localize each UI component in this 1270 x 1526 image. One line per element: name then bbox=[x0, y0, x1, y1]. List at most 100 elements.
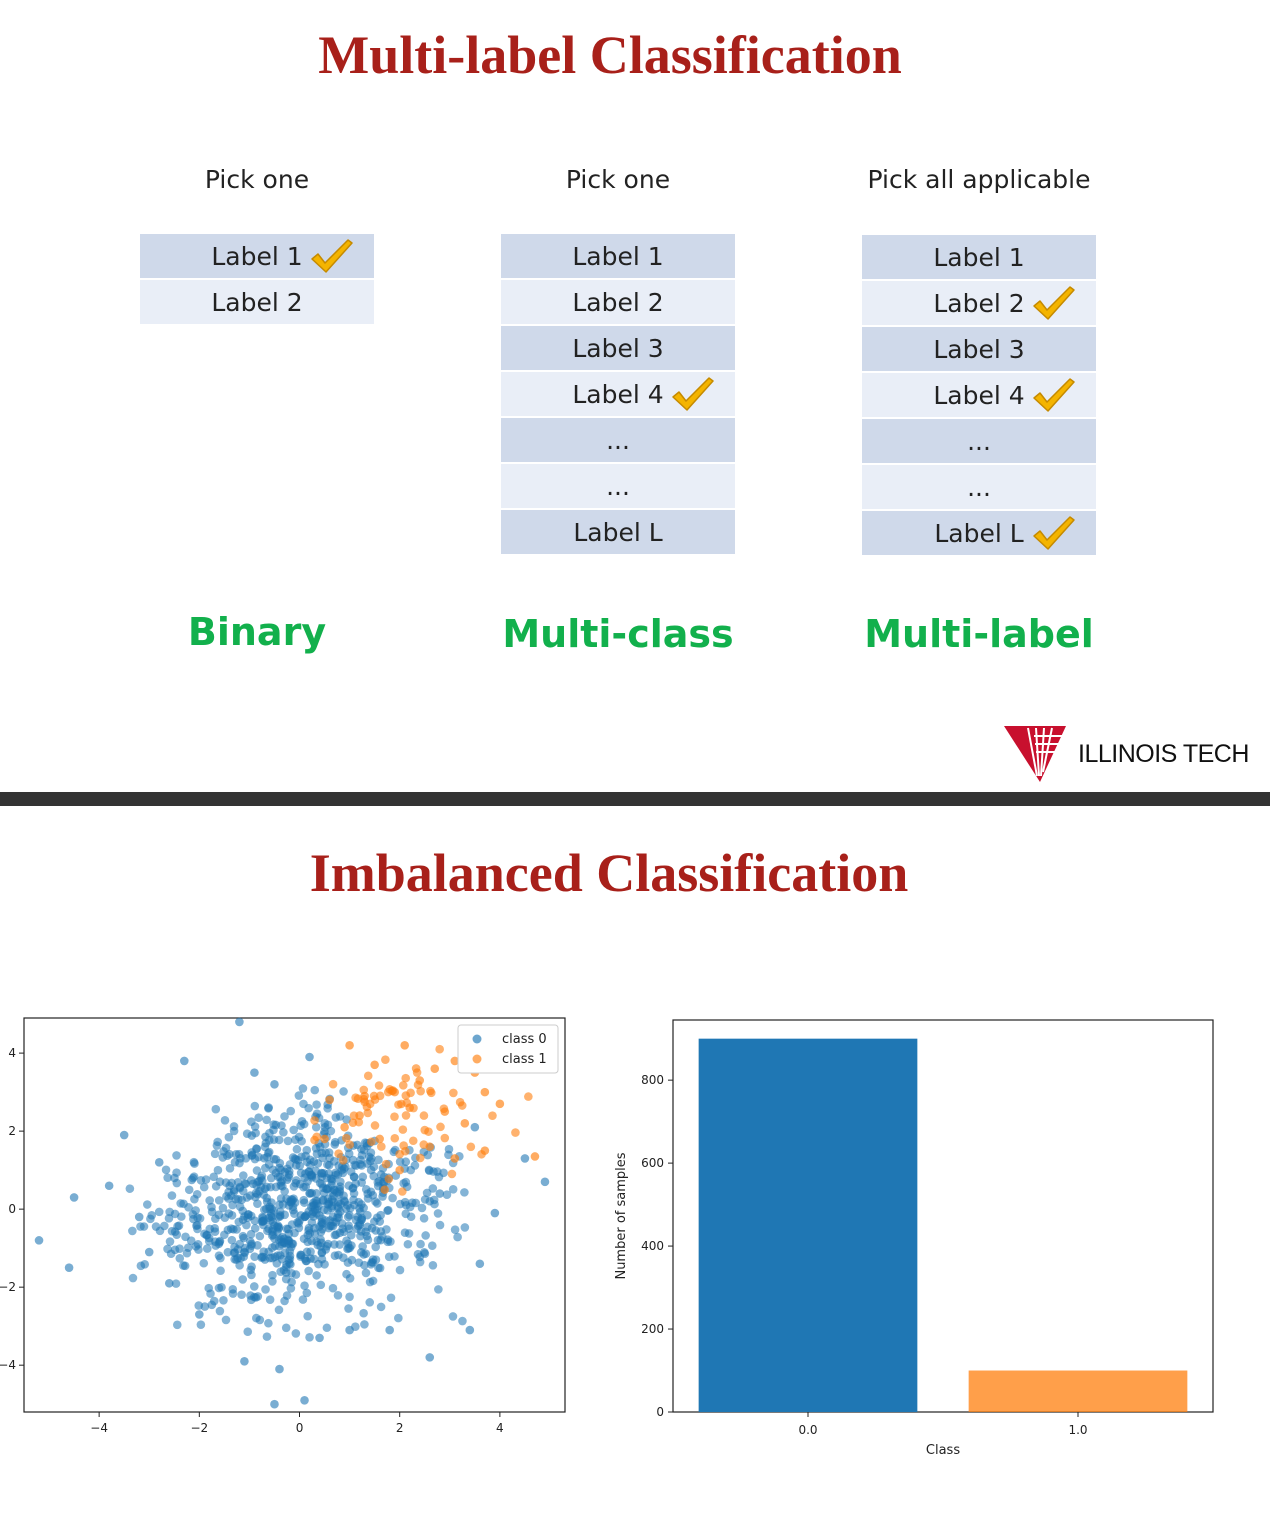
class-0-point bbox=[287, 1268, 296, 1278]
class-0-point bbox=[304, 1266, 313, 1276]
class-0-point bbox=[333, 1290, 343, 1300]
class-1-point bbox=[408, 1136, 418, 1146]
class-0-point bbox=[300, 1173, 309, 1183]
class-1-point bbox=[424, 1127, 433, 1136]
class-0-point bbox=[235, 1261, 244, 1270]
class-0-point bbox=[253, 1241, 262, 1250]
class-0-point bbox=[458, 1316, 467, 1326]
class-0-point bbox=[421, 1231, 430, 1240]
class-1-point bbox=[310, 1135, 319, 1145]
type-label-multilabel: Multi-label bbox=[864, 612, 1094, 656]
label-row: Label 1 bbox=[140, 234, 374, 278]
class-1-point bbox=[466, 1142, 476, 1152]
class-0-point bbox=[305, 1333, 314, 1342]
class-0-point bbox=[311, 1174, 321, 1183]
class-0-point bbox=[277, 1121, 286, 1130]
class-0-point bbox=[227, 1235, 237, 1245]
class-0-point bbox=[218, 1203, 228, 1213]
class-0-point bbox=[134, 1212, 144, 1222]
class-0-point bbox=[215, 1306, 225, 1316]
class-0-point bbox=[234, 1217, 244, 1227]
class-0-point bbox=[286, 1106, 296, 1116]
class-0-point bbox=[285, 1254, 295, 1264]
class-0-point bbox=[374, 1155, 383, 1165]
class-0-point bbox=[375, 1263, 385, 1273]
class-0-point bbox=[291, 1329, 301, 1338]
class-0-point bbox=[260, 1142, 270, 1152]
class-0-point bbox=[427, 1241, 437, 1251]
class-0-point bbox=[34, 1236, 44, 1245]
class-0-point bbox=[175, 1244, 184, 1253]
class-1-point bbox=[354, 1117, 364, 1127]
label-text: ... bbox=[606, 471, 630, 501]
class-0-point bbox=[195, 1310, 204, 1319]
class-0-point bbox=[269, 1120, 278, 1129]
class-0-point bbox=[282, 1175, 292, 1185]
y-tick-label: −2 bbox=[0, 1280, 16, 1294]
class-0-point bbox=[264, 1247, 273, 1257]
class-0-point bbox=[270, 1252, 280, 1262]
class-0-point bbox=[297, 1136, 306, 1146]
class-0-point bbox=[283, 1136, 293, 1146]
class-0-point bbox=[305, 1188, 315, 1198]
class-1-point bbox=[380, 1185, 389, 1194]
class-0-point bbox=[376, 1210, 385, 1220]
class-0-point bbox=[322, 1323, 332, 1333]
y-tick-label: 0 bbox=[8, 1202, 16, 1216]
class-0-point bbox=[196, 1176, 206, 1185]
class-1-point bbox=[412, 1068, 422, 1077]
class-0-point bbox=[207, 1207, 217, 1217]
slide-title-imbalanced: Imbalanced Classification bbox=[309, 843, 909, 903]
label-text: Label 2 bbox=[933, 288, 1025, 318]
class-0-point bbox=[142, 1200, 152, 1209]
class-0-point bbox=[298, 1295, 308, 1304]
type-label-multiclass: Multi-class bbox=[502, 612, 734, 656]
class-0-point bbox=[329, 1197, 338, 1206]
class-0-point bbox=[188, 1173, 198, 1183]
class-0-point bbox=[199, 1182, 209, 1192]
class-0-point bbox=[164, 1214, 174, 1223]
class-0-point bbox=[211, 1214, 220, 1224]
class-0-point bbox=[433, 1209, 443, 1218]
class-0-point bbox=[265, 1295, 275, 1304]
class-0-point bbox=[306, 1247, 315, 1256]
class-0-point bbox=[331, 1170, 340, 1180]
class-0-point bbox=[299, 1099, 308, 1109]
class-0-point bbox=[240, 1248, 249, 1258]
class-0-point bbox=[366, 1165, 376, 1175]
type-label-binary: Binary bbox=[187, 610, 327, 654]
class-0-point bbox=[304, 1167, 314, 1176]
class-1-point bbox=[375, 1134, 384, 1144]
class-0-point bbox=[424, 1166, 434, 1175]
class-0-point bbox=[312, 1149, 322, 1159]
x-tick-label: 4 bbox=[496, 1421, 504, 1435]
class-0-point bbox=[195, 1214, 205, 1223]
class-1-point bbox=[450, 1154, 460, 1163]
class-0-point bbox=[224, 1209, 234, 1218]
class-0-point bbox=[383, 1205, 393, 1215]
label-text: Label 3 bbox=[933, 334, 1025, 364]
class-0-point bbox=[210, 1227, 220, 1237]
class-0-point bbox=[258, 1216, 268, 1226]
class-0-point bbox=[470, 1122, 480, 1132]
class-0-point bbox=[320, 1118, 330, 1128]
class-0-point bbox=[274, 1135, 284, 1145]
class-0-point bbox=[215, 1177, 225, 1187]
class-0-point bbox=[312, 1189, 321, 1198]
class-0-point bbox=[268, 1270, 277, 1280]
y-tick-label: 2 bbox=[8, 1124, 16, 1138]
class-0-point bbox=[186, 1236, 196, 1246]
class-0-point bbox=[192, 1189, 202, 1199]
scatter-plot: −4 −2 0 2 4 4 2 0 −2 −4 class 0 class 1 bbox=[0, 1017, 566, 1435]
label-text: Label 2 bbox=[211, 287, 303, 317]
class-0-point bbox=[420, 1249, 430, 1259]
class-1-point bbox=[351, 1093, 360, 1102]
x-tick-label: 0.0 bbox=[798, 1423, 817, 1437]
class-0-point bbox=[410, 1161, 420, 1170]
class-1-point bbox=[345, 1041, 354, 1050]
class-0-point bbox=[262, 1115, 271, 1125]
bar bbox=[698, 1038, 918, 1412]
label-row: ... bbox=[501, 418, 735, 462]
class-0-point bbox=[220, 1230, 229, 1240]
class-1-point bbox=[381, 1055, 390, 1064]
